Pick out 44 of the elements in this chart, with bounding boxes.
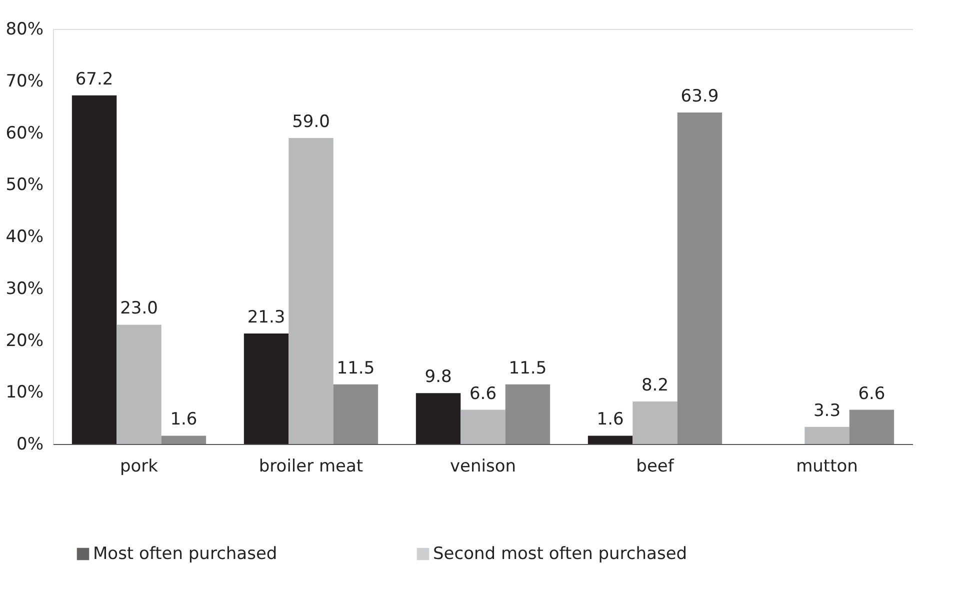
bar xyxy=(677,112,722,444)
data-label: 6.6 xyxy=(469,384,497,404)
bar xyxy=(288,138,334,444)
data-label: 6.6 xyxy=(858,384,886,404)
bar xyxy=(416,393,461,444)
x-tick-label: pork xyxy=(120,456,158,476)
bar xyxy=(72,95,117,444)
data-label: 11.5 xyxy=(336,358,375,378)
y-tick-label: 0% xyxy=(16,434,44,454)
data-label: 23.0 xyxy=(120,298,158,319)
data-label: 63.9 xyxy=(680,86,719,107)
y-tick-label: 20% xyxy=(6,330,44,351)
x-tick-label: broiler meat xyxy=(258,456,364,476)
bar xyxy=(460,410,506,444)
data-label: 21.3 xyxy=(247,308,286,328)
legend-label: Second most often purchased xyxy=(433,544,688,564)
data-label: 59.0 xyxy=(292,112,330,132)
bar xyxy=(505,384,550,444)
bar xyxy=(849,410,894,444)
data-label: 9.8 xyxy=(424,367,452,388)
data-label: 11.5 xyxy=(508,358,547,378)
bar xyxy=(333,384,378,444)
y-tick-label: 50% xyxy=(6,175,44,196)
x-tick-label: beef xyxy=(636,456,675,476)
y-tick-label: 60% xyxy=(6,123,44,144)
data-label: 1.6 xyxy=(596,410,624,430)
legend-label: Most often purchased xyxy=(93,544,278,564)
data-label: 8.2 xyxy=(641,375,669,396)
bar xyxy=(804,426,850,444)
bar xyxy=(161,436,206,444)
data-label: 1.6 xyxy=(170,410,198,430)
y-tick-label: 10% xyxy=(6,382,44,403)
bar xyxy=(116,324,162,444)
bar xyxy=(244,334,289,444)
x-tick-label: venison xyxy=(450,456,516,476)
y-tick-label: 40% xyxy=(6,227,44,247)
bar xyxy=(632,401,678,444)
y-tick-label: 80% xyxy=(6,20,44,40)
data-label: 67.2 xyxy=(75,69,114,90)
data-label: 3.3 xyxy=(813,400,841,421)
bar xyxy=(588,436,633,444)
y-tick-label: 70% xyxy=(6,71,44,92)
x-tick-label: mutton xyxy=(796,456,858,476)
y-tick-label: 30% xyxy=(6,278,44,299)
